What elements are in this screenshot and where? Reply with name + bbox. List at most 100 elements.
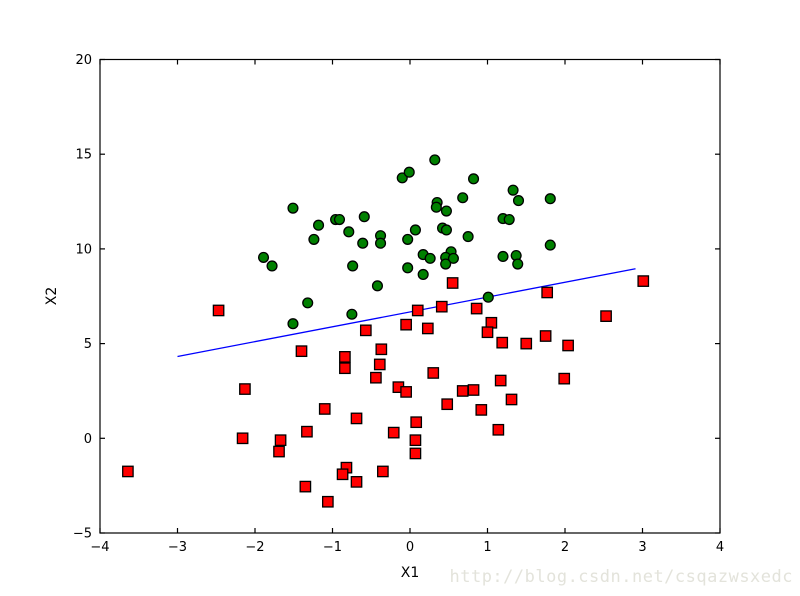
scatter-point-red-square	[236, 432, 249, 445]
scatter-point-green-circle	[347, 260, 359, 272]
scatter-point-red-square	[377, 465, 389, 478]
scatter-point-green-circle	[257, 251, 270, 263]
scatter-point-red-square	[299, 480, 312, 493]
scatter-point-red-square	[400, 386, 412, 398]
y-tick-label: 15	[75, 148, 92, 163]
scatter-point-red-square	[539, 330, 552, 342]
scatter-point-red-square	[558, 372, 571, 385]
y-tick-label: 5	[84, 337, 92, 352]
scatter-point-green-circle	[512, 258, 524, 270]
plot-frame	[99, 58, 721, 534]
scatter-point-green-circle	[287, 318, 299, 330]
scatter-point-green-circle	[417, 268, 429, 281]
scatter-point-green-circle	[396, 172, 408, 184]
scatter-point-red-square	[505, 393, 518, 406]
scatter-point-green-circle	[544, 239, 556, 251]
scatter-point-red-square	[339, 351, 351, 363]
x-tick-label: −4	[90, 540, 109, 555]
x-tick-label: 0	[406, 540, 414, 555]
scatter-point-green-circle	[482, 291, 494, 303]
scatter-point-red-square	[274, 434, 287, 447]
scatter-point-red-square	[400, 318, 412, 331]
scatter-point-green-circle	[544, 193, 556, 205]
scatter-point-red-square	[421, 322, 434, 335]
scatter-point-red-square	[239, 383, 251, 395]
scatter-point-green-circle	[357, 237, 369, 249]
scatter-point-green-circle	[402, 262, 414, 274]
scatter-point-red-square	[321, 495, 334, 508]
scatter-point-red-square	[496, 336, 509, 349]
scatter-point-red-square	[456, 385, 469, 397]
scatter-point-green-circle	[429, 154, 441, 166]
scatter-point-green-circle	[358, 211, 370, 223]
scatter-point-green-circle	[343, 226, 355, 238]
scatter-point-green-circle	[308, 233, 320, 245]
scatter-point-red-square	[301, 425, 313, 438]
scatter-point-green-circle	[507, 184, 519, 196]
x-tick-label: 3	[638, 540, 646, 555]
y-tick-label: 0	[84, 432, 92, 447]
scatter-point-red-square	[427, 367, 440, 379]
scatter-point-red-square	[520, 337, 533, 350]
scatter-point-red-square	[409, 447, 422, 460]
scatter-point-green-circle	[512, 195, 525, 207]
scatter-point-red-square	[481, 326, 494, 339]
scatter-point-red-square	[336, 468, 349, 481]
scatter-point-green-circle	[457, 192, 469, 204]
scatter-point-green-circle	[403, 166, 415, 178]
scatter-point-red-square	[350, 412, 363, 425]
scatter-point-green-circle	[503, 213, 515, 226]
y-tick-label: 20	[75, 53, 92, 68]
scatter-point-red-square	[494, 374, 507, 387]
scatter-point-green-circle	[430, 201, 442, 213]
scatter-point-green-circle	[409, 224, 421, 236]
scatter-point-green-circle	[333, 213, 346, 226]
scatter-point-red-square	[562, 339, 574, 352]
scatter-point-red-square	[387, 426, 400, 439]
watermark: http://blog.csdn.net/csqazwsxedc	[449, 567, 793, 587]
scatter-point-red-square	[470, 302, 483, 315]
scatter-point-green-circle	[302, 297, 314, 309]
scatter-point-green-circle	[287, 202, 299, 214]
scatter-point-green-circle	[467, 173, 480, 185]
scatter-point-green-circle	[440, 258, 452, 270]
scatter-point-red-square	[600, 310, 612, 322]
x-axis-label: X1	[401, 565, 420, 581]
scatter-point-red-square	[441, 398, 454, 411]
scatter-point-green-circle	[440, 224, 452, 236]
scatter-point-red-square	[318, 403, 331, 415]
x-tick-label: 1	[483, 540, 491, 555]
x-tick-label: 2	[561, 540, 569, 555]
plot-generated-layer: −4 −3 −2 −1 0 1 2 3 4 −5 0 5 10 15 20	[73, 53, 724, 555]
scatter-point-green-circle	[424, 252, 436, 264]
scatter-point-red-square	[409, 434, 422, 447]
scatter-point-red-square	[410, 416, 423, 429]
x-tick-label: 4	[716, 540, 724, 555]
scatter-point-green-circle	[447, 252, 459, 264]
scatter-point-red-square	[637, 275, 650, 287]
scatter-point-red-square	[541, 286, 554, 299]
scatter-point-green-circle	[440, 205, 452, 217]
scatter-point-red-square	[435, 300, 448, 313]
scatter-point-red-square	[373, 358, 386, 371]
scatter-point-red-square	[359, 324, 372, 337]
scatter-point-green-circle	[402, 233, 414, 245]
scatter-point-red-square	[339, 362, 351, 375]
scatter-point-red-square	[350, 476, 363, 488]
scatter-point-green-circle	[346, 308, 358, 320]
x-tick-label: −1	[323, 540, 342, 555]
scatter-point-green-circle	[462, 231, 474, 243]
scatter-point-red-square	[273, 445, 285, 458]
scatter-point-green-circle	[312, 219, 325, 231]
y-axis-label: X2	[44, 287, 60, 306]
scatter-point-red-square	[122, 465, 134, 478]
scatter-point-red-square	[295, 345, 308, 358]
scatter-point-red-square	[475, 404, 488, 416]
x-tick-label: −2	[245, 540, 264, 555]
scatter-point-red-square	[446, 277, 459, 289]
scatter-point-green-circle	[497, 250, 509, 263]
scatter-point-red-square	[212, 304, 225, 317]
scatter-point-red-square	[375, 343, 388, 356]
scatter-point-green-circle	[371, 280, 384, 292]
